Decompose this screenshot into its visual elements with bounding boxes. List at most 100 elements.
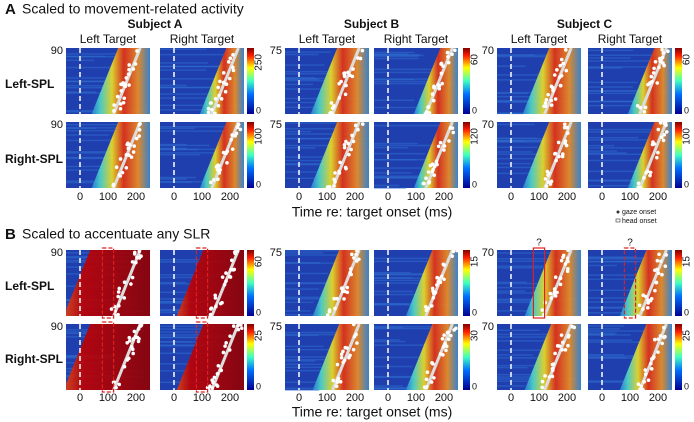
heatmap-noise	[374, 167, 435, 169]
onset-dot	[442, 263, 446, 267]
onset-dot	[220, 300, 224, 305]
heatmap-noise	[160, 153, 200, 156]
onset-dot	[235, 125, 240, 130]
x-tick-label: 100	[621, 191, 639, 203]
heatmap-noise	[588, 136, 639, 139]
heatmap-noise	[66, 53, 143, 55]
onset-dot	[635, 314, 640, 318]
heatmap-noise	[160, 84, 187, 87]
x-tick-label: 100	[530, 191, 548, 203]
heatmap-noise	[588, 147, 660, 149]
target-label: Right Target	[170, 32, 235, 46]
onset-dot	[122, 280, 127, 284]
onset-dot	[566, 131, 570, 135]
onset-dot	[130, 345, 134, 349]
heatmap-noise	[588, 278, 660, 281]
onset-dot	[660, 341, 664, 346]
onset-dot	[666, 49, 670, 54]
heatmap-noise	[66, 129, 145, 132]
x-tick-label: 0	[171, 191, 177, 203]
heatmap-noise	[374, 327, 445, 330]
onset-dot	[655, 267, 659, 272]
onset-dot	[331, 378, 336, 383]
onset-dot	[134, 136, 139, 141]
heatmap-noise	[285, 77, 316, 79]
trial-count: 75	[270, 247, 282, 259]
heatmap-noise	[160, 363, 194, 365]
heatmap-noise	[66, 139, 113, 142]
onset-dot	[137, 256, 142, 260]
onset-curve	[543, 47, 573, 115]
heatmap-noise	[160, 86, 213, 89]
onset-dot	[230, 147, 235, 151]
onset-dot	[439, 274, 444, 279]
onset-dot	[213, 96, 218, 101]
colorbar-max: 25	[682, 330, 693, 342]
onset-dot	[558, 83, 563, 88]
onset-dot	[127, 63, 132, 67]
colorbar-max: 120	[470, 128, 481, 145]
onset-dot	[119, 88, 124, 93]
heatmap-noise	[160, 152, 218, 154]
onset-dot	[228, 275, 233, 279]
heatmap-noise	[66, 77, 121, 79]
heatmap-noise	[285, 70, 368, 73]
heatmap-noise	[588, 67, 623, 69]
heatmap-noise	[285, 144, 348, 147]
x-tick-label: 0	[508, 191, 514, 203]
onset-dot	[135, 335, 140, 340]
heatmap-noise	[160, 352, 209, 355]
heatmap-noise	[374, 159, 417, 161]
heatmap-noise	[588, 60, 658, 62]
heatmap-noise	[497, 172, 552, 175]
heatmap-noise	[497, 162, 531, 165]
onset-dot	[552, 287, 557, 291]
heatmap-noise	[588, 66, 668, 68]
heatmap-noise	[374, 260, 458, 263]
onset-dot	[642, 176, 646, 180]
onset-dot	[638, 105, 643, 110]
heatmap-noise	[285, 77, 361, 80]
heatmap-noise	[285, 360, 316, 362]
onset-dot	[430, 286, 435, 291]
colorbar	[675, 324, 682, 390]
onset-dot	[347, 355, 351, 360]
onset-dot	[566, 259, 570, 264]
heatmap-noise	[588, 180, 649, 182]
onset-dot	[349, 267, 353, 271]
colorbar-min: 0	[256, 307, 261, 317]
onset-dot	[441, 64, 445, 68]
onset-dot	[125, 341, 130, 345]
heatmap-noise	[374, 51, 415, 54]
heatmap-noise	[374, 53, 408, 55]
colorbar	[463, 324, 470, 390]
heatmap-noise	[588, 131, 658, 133]
onset-dot	[127, 335, 132, 340]
onset-dot	[661, 138, 666, 143]
onset-dot	[346, 141, 351, 146]
onset-dot	[546, 180, 551, 184]
heatmap-noise	[160, 48, 207, 50]
onset-dot	[641, 307, 645, 311]
heatmap-noise	[285, 53, 319, 56]
onset-dot	[660, 47, 664, 52]
heatmap-noise	[285, 163, 334, 166]
subject-title: Subject A	[128, 17, 183, 31]
heatmap-noise	[285, 106, 331, 109]
heatmap-noise	[66, 80, 106, 83]
heatmap-noise	[497, 267, 549, 269]
onset-dot	[327, 309, 332, 314]
row-label: Left-SPL	[5, 279, 54, 293]
onset-dot	[350, 252, 354, 257]
onset-dot	[556, 140, 561, 145]
onset-dot	[543, 300, 548, 305]
onset-dot	[424, 176, 428, 181]
onset-dot	[333, 171, 337, 175]
onset-dot	[635, 103, 640, 108]
heatmap-noise	[374, 385, 403, 387]
onset-dot	[639, 384, 643, 389]
onset-dot	[661, 325, 666, 330]
onset-dot	[231, 53, 235, 57]
onset-dot	[351, 347, 356, 352]
onset-dot	[219, 368, 224, 373]
